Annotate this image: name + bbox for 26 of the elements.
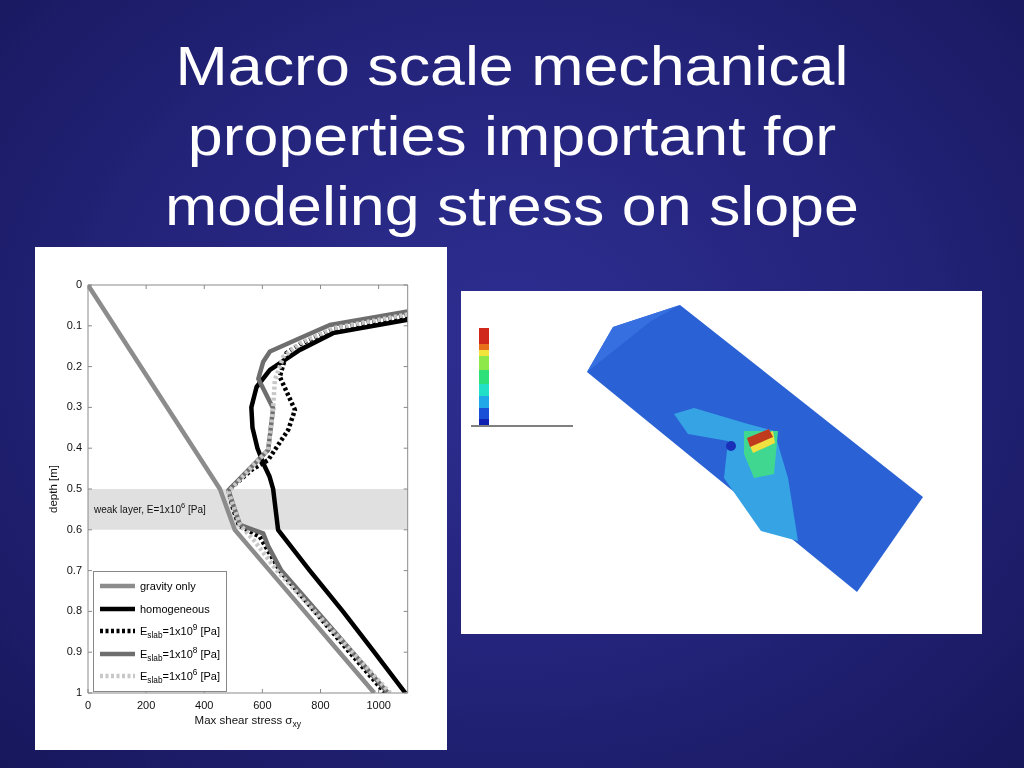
x-tick-label: 600 <box>253 698 272 711</box>
legend-label: homogeneous <box>140 602 210 615</box>
legend-label: E$_{slab}$=1x10$^{6}$ [Pa] <box>140 668 220 686</box>
y-tick-label: 0.6 <box>66 522 82 535</box>
y-tick-label: 0.3 <box>66 400 82 413</box>
x-tick-label: 1000 <box>366 698 391 711</box>
band-label: weak layer, E=1x10$^{6}$ [Pa] <box>94 501 206 515</box>
y-tick-label: 0.8 <box>66 604 82 617</box>
legend-label: E$_{slab}$=1x10$^{8}$ [Pa] <box>140 646 220 663</box>
x-axis-title: Max shear stress σ$_{xy}$ <box>194 714 302 730</box>
x-tick-label: 800 <box>311 698 330 711</box>
legend-label: E$_{slab}$=1x10$^{9}$ [Pa] <box>140 623 220 641</box>
chart-title: Macro scale mechanical properties important for modeling stress on slope <box>164 33 860 239</box>
y-tick-label: 0.5 <box>66 482 82 495</box>
y-tick-label: 1 <box>75 686 82 699</box>
y-axis-title: depth [m] <box>47 465 59 513</box>
x-tick-label: 200 <box>136 698 156 711</box>
y-tick-label: 0.9 <box>66 645 82 658</box>
y-tick-label: 0.2 <box>66 359 82 372</box>
legend-label: gravity only <box>140 580 196 593</box>
x-tick-label: 400 <box>195 698 214 711</box>
y-tick-label: 0.4 <box>66 441 82 454</box>
y-tick-label: 0 <box>75 278 82 291</box>
y-tick-label: 0.1 <box>66 318 82 331</box>
x-tick-label: 0 <box>84 698 92 711</box>
y-tick-label: 0.7 <box>66 563 82 576</box>
